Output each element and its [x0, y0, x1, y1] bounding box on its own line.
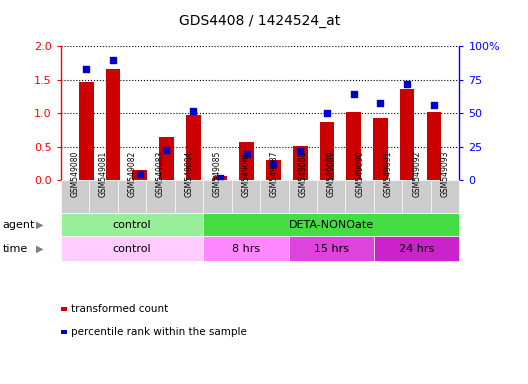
- Bar: [373, 118, 388, 180]
- Text: control: control: [112, 243, 151, 254]
- Bar: [186, 115, 201, 180]
- Text: GSM549086: GSM549086: [241, 151, 250, 197]
- Point: [242, 151, 251, 157]
- Text: GSM549083: GSM549083: [156, 151, 165, 197]
- Point: [109, 56, 117, 63]
- Point: [403, 81, 411, 87]
- Text: GSM549091: GSM549091: [384, 151, 393, 197]
- Point: [216, 175, 224, 181]
- Text: GSM549082: GSM549082: [127, 151, 136, 197]
- Text: GSM549090: GSM549090: [355, 150, 364, 197]
- Point: [162, 146, 171, 152]
- Text: agent: agent: [3, 220, 35, 230]
- Bar: [346, 112, 361, 180]
- Text: 24 hrs: 24 hrs: [399, 243, 434, 254]
- Text: 15 hrs: 15 hrs: [314, 243, 348, 254]
- Text: GSM549087: GSM549087: [270, 151, 279, 197]
- Text: GSM549093: GSM549093: [441, 150, 450, 197]
- Bar: [106, 69, 120, 180]
- Point: [82, 66, 90, 72]
- Text: DETA-NONOate: DETA-NONOate: [289, 220, 374, 230]
- Point: [296, 148, 304, 154]
- Bar: [159, 137, 174, 180]
- Text: GSM549080: GSM549080: [70, 151, 79, 197]
- Text: percentile rank within the sample: percentile rank within the sample: [71, 327, 247, 337]
- Text: 8 hrs: 8 hrs: [232, 243, 260, 254]
- Point: [430, 102, 438, 108]
- Point: [189, 108, 197, 114]
- Text: transformed count: transformed count: [71, 304, 168, 314]
- Point: [350, 91, 358, 98]
- Text: GSM549089: GSM549089: [327, 151, 336, 197]
- Point: [136, 170, 144, 177]
- Point: [269, 161, 278, 167]
- Bar: [319, 122, 334, 180]
- Text: GSM549081: GSM549081: [99, 151, 108, 197]
- Bar: [293, 146, 307, 180]
- Bar: [239, 142, 254, 180]
- Point: [323, 110, 331, 116]
- Text: ▶: ▶: [36, 243, 43, 254]
- Text: GSM549088: GSM549088: [298, 151, 307, 197]
- Bar: [400, 89, 414, 180]
- Point: [376, 99, 384, 106]
- Bar: [213, 176, 227, 180]
- Text: ▶: ▶: [36, 220, 43, 230]
- Text: GSM549092: GSM549092: [412, 151, 421, 197]
- Bar: [133, 170, 147, 180]
- Text: time: time: [3, 243, 28, 254]
- Text: GDS4408 / 1424524_at: GDS4408 / 1424524_at: [180, 14, 341, 28]
- Bar: [266, 161, 281, 180]
- Text: GSM549085: GSM549085: [213, 151, 222, 197]
- Bar: [79, 82, 93, 180]
- Text: control: control: [112, 220, 151, 230]
- Bar: [427, 112, 441, 180]
- Text: GSM549084: GSM549084: [184, 151, 193, 197]
